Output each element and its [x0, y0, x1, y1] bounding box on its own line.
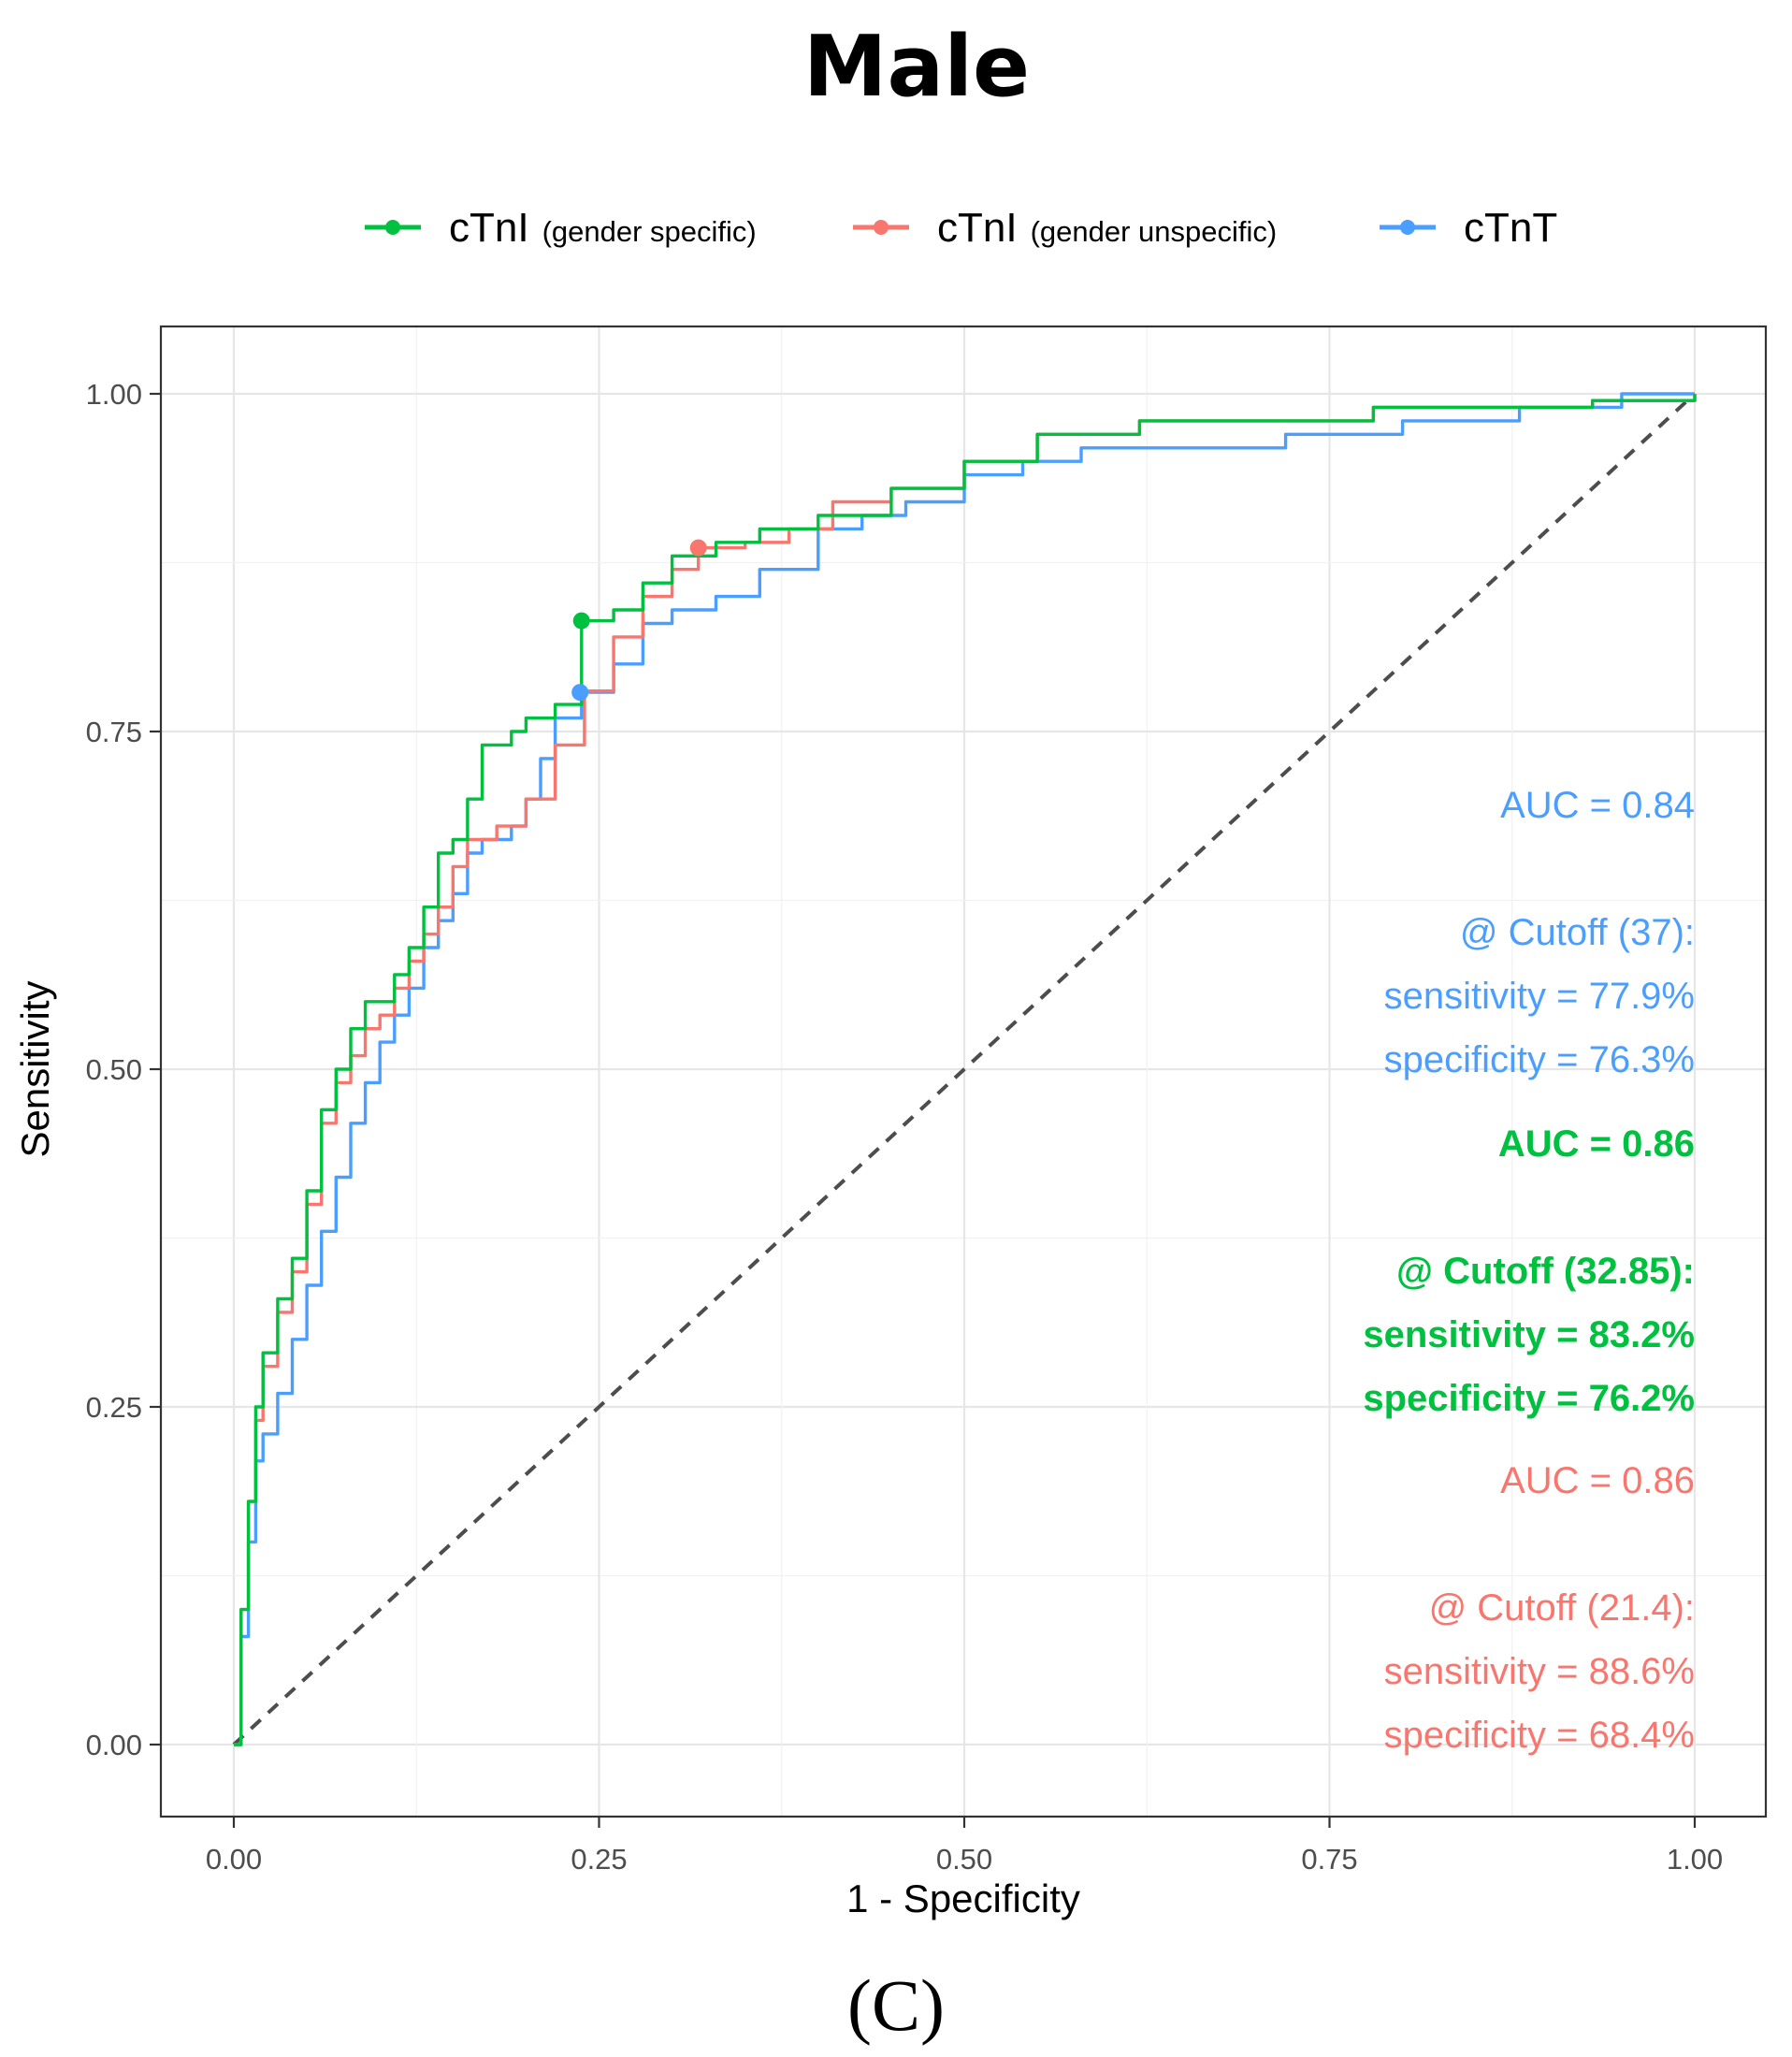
chart-title: Male: [803, 18, 1030, 116]
legend-key-point: [1400, 220, 1415, 235]
annotation-line: specificity = 76.3%: [1384, 1039, 1695, 1080]
y-axis-title: Sensitivity: [13, 980, 57, 1157]
annotation-line: sensitivity = 83.2%: [1363, 1314, 1695, 1355]
roc-curve-3: [234, 394, 1697, 1746]
legend-item-2: cTnI (gender unspecific): [853, 205, 1277, 251]
annotation-line: AUC = 0.84: [1500, 785, 1695, 826]
annotation-block-2: AUC = 0.86 @ Cutoff (32.85): sensitivity =…: [1363, 1123, 1695, 1419]
x-tick-label: 0.00: [206, 1843, 262, 1876]
x-tick-label: 1.00: [1667, 1843, 1723, 1876]
annotation-block-1: AUC = 0.84 @ Cutoff (37): sensitivity = 77…: [1384, 785, 1695, 1080]
cutoff-point-1: [572, 612, 590, 630]
y-tick-label: 1.00: [86, 378, 142, 411]
annotation-line: @ Cutoff (37):: [1460, 912, 1695, 953]
x-tick-label: 0.75: [1301, 1843, 1357, 1876]
legend-item-1: cTnI (gender specific): [365, 205, 757, 251]
x-tick-label: 0.25: [571, 1843, 627, 1876]
cutoff-point-3: [571, 684, 589, 702]
panel-label: (C): [847, 1964, 945, 2046]
y-tick-label: 0.50: [86, 1053, 142, 1086]
legend-label: cTnI (gender specific): [449, 205, 757, 251]
legend-key-point: [874, 220, 889, 235]
legend-label: cTnI (gender unspecific): [937, 205, 1277, 251]
reference-diagonal: [232, 392, 1697, 1746]
annotation-line: specificity = 68.4%: [1384, 1715, 1695, 1756]
y-tick-label: 0.25: [86, 1391, 142, 1424]
legend-label: cTnT: [1464, 205, 1557, 251]
x-axis-title: 1 - Specificity: [846, 1876, 1080, 1920]
y-tick-label: 0.75: [86, 716, 142, 748]
legend-key-point: [385, 220, 400, 235]
annotation-line: specificity = 76.2%: [1363, 1378, 1695, 1419]
cutoff-point-2: [689, 539, 707, 557]
annotation-line: AUC = 0.86: [1498, 1123, 1695, 1165]
annotation-line: sensitivity = 88.6%: [1384, 1651, 1695, 1692]
x-tick-label: 0.50: [936, 1843, 992, 1876]
legend-item-3: cTnT: [1380, 205, 1557, 251]
annotation-line: sensitivity = 77.9%: [1384, 976, 1695, 1017]
annotation-block-3: AUC = 0.86 @ Cutoff (21.4): sensitivity = …: [1384, 1460, 1695, 1756]
annotation-line: AUC = 0.86: [1500, 1460, 1695, 1501]
annotation-line: @ Cutoff (21.4):: [1429, 1587, 1695, 1629]
y-tick-label: 0.00: [86, 1729, 142, 1761]
annotation-line: @ Cutoff (32.85):: [1396, 1251, 1695, 1292]
